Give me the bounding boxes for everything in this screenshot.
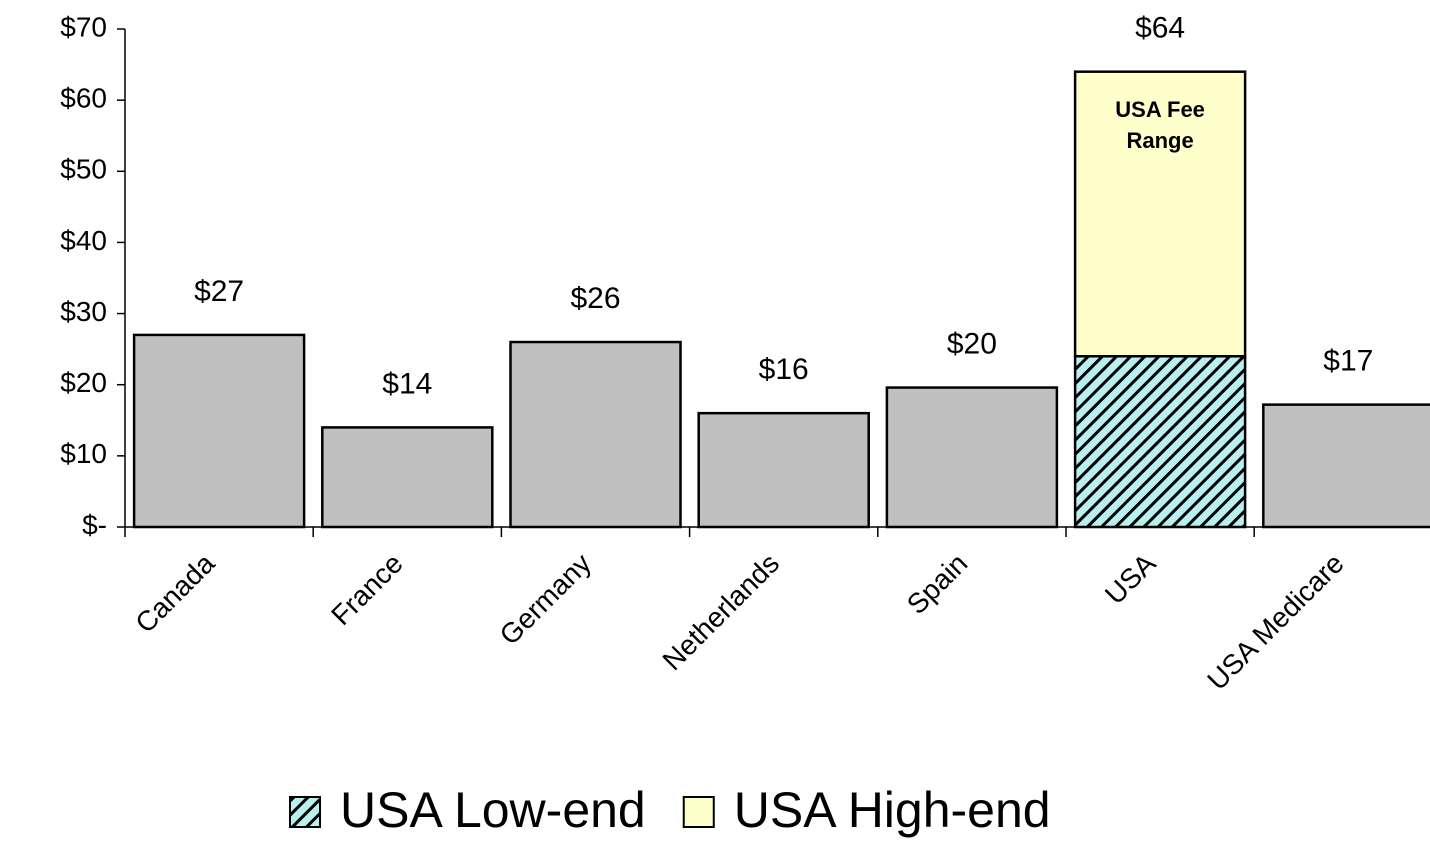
y-tick-label: $20 [60,367,107,398]
legend-label: USA Low-end [340,782,646,838]
value-label: $64 [1135,12,1185,45]
legend-label: USA High-end [734,782,1051,838]
bar [1073,355,1247,529]
y-tick-label: $70 [60,11,107,42]
bar [885,386,1059,529]
value-label: $20 [947,327,997,360]
bar [1073,70,1247,358]
bar [697,411,870,529]
bar [132,333,306,529]
y-tick-label: $30 [60,296,107,327]
value-label: $17 [1323,345,1373,378]
y-tick-label: $40 [60,225,107,256]
bar [509,340,682,529]
y-tick-label: $- [82,509,107,540]
x-tick-label: USA Medicare [1201,548,1349,696]
legend-swatch [682,796,715,828]
bar [1262,403,1430,529]
value-label: $14 [382,367,432,400]
bar [321,426,494,529]
x-tick-label: Spain [901,548,974,621]
y-tick-label: $60 [60,83,107,114]
x-tick-label: Netherlands [656,548,785,677]
value-label: $16 [759,353,809,386]
x-tick-label: Germany [494,548,597,651]
value-label: $27 [194,275,244,308]
x-tick-label: Canada [129,547,221,639]
x-tick-label: USA [1099,547,1162,610]
y-tick-label: $50 [60,154,107,185]
value-label: $26 [570,282,620,315]
legend-swatch [289,796,321,828]
annotation: Range [1126,128,1193,153]
x-tick-label: France [325,548,409,632]
annotation: USA Fee [1115,97,1205,122]
y-tick-label: $10 [60,438,107,469]
